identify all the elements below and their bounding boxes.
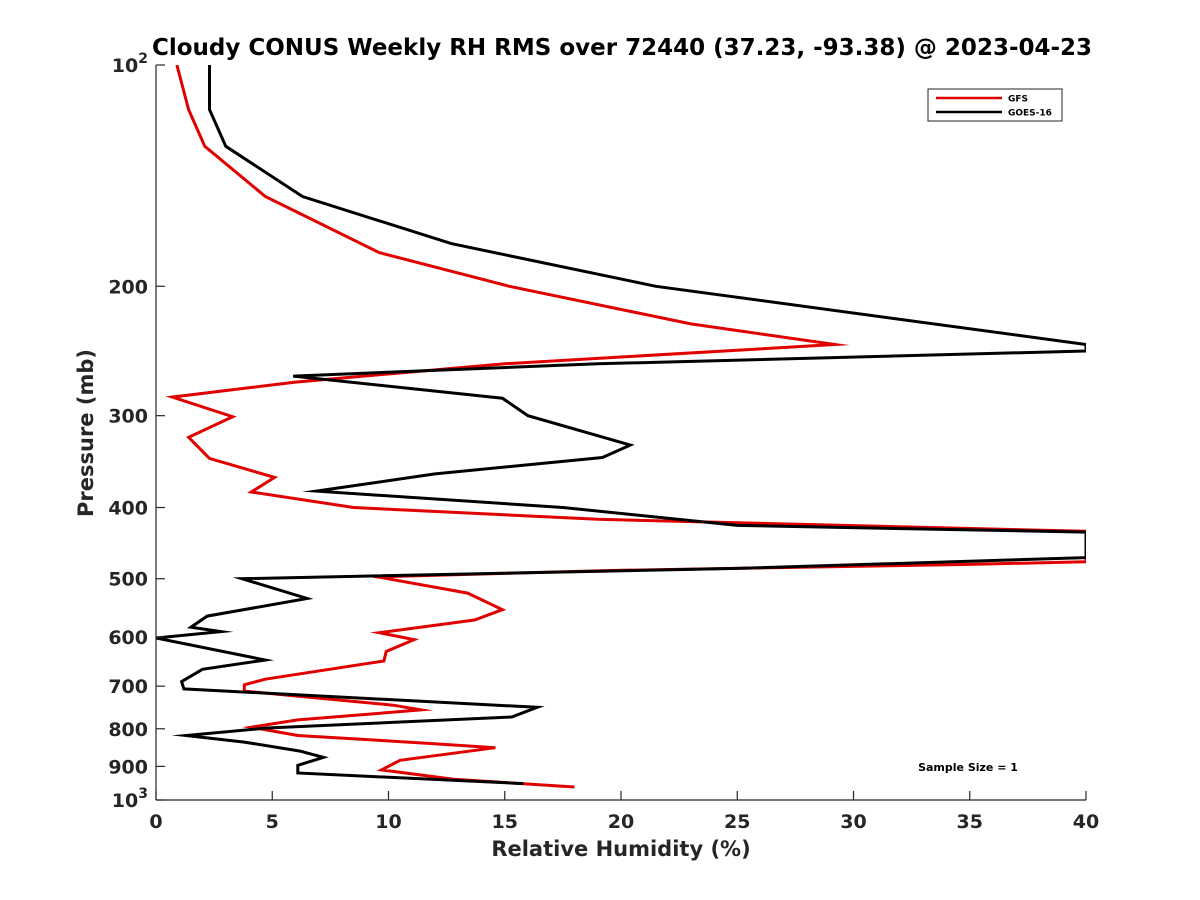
x-axis-title: Relative Humidity (%) [491,837,750,861]
axes-layer: 0 5 10 15 20 25 30 35 40 102 200 300 400 500 600 700 800… [108,51,1099,833]
chart-title: Cloudy CONUS Weekly RH RMS over 72440 (3… [152,35,1092,61]
y-tick-label: 400 [108,498,148,520]
legend-box [927,88,1063,122]
x-tick-label: 25 [724,811,750,833]
x-tick-label: 20 [608,811,634,833]
sample-size-annotation: Sample Size = 1 [918,761,1018,774]
x-tick-label: 30 [840,811,866,833]
series-line-goes-16 [156,65,1086,786]
y-tick-label: 800 [108,719,148,741]
y-tick-label: 102 [112,51,148,77]
series-line-gfs [165,65,1086,789]
y-tick-label: 700 [108,676,148,698]
y-tick-label: 500 [108,569,148,591]
y-axis-title: Pressure (mb) [74,349,98,517]
legend: GFS GOES-16 [927,88,1063,122]
x-tick-label: 5 [266,811,279,833]
y-tick-label: 200 [108,276,148,298]
series-layer [156,65,1086,789]
x-tick-label: 10 [375,811,401,833]
x-tick-label: 40 [1073,811,1099,833]
y-tick-label: 300 [108,406,148,428]
x-tick-label: 15 [492,811,518,833]
x-tick-label: 35 [957,811,983,833]
y-tick-label: 103 [112,786,148,812]
legend-label: GOES-16 [1008,109,1052,119]
legend-label: GFS [1008,95,1028,105]
y-tick-label: 600 [108,627,148,649]
x-tick-label: 0 [149,811,162,833]
y-tick-label: 900 [108,756,148,778]
